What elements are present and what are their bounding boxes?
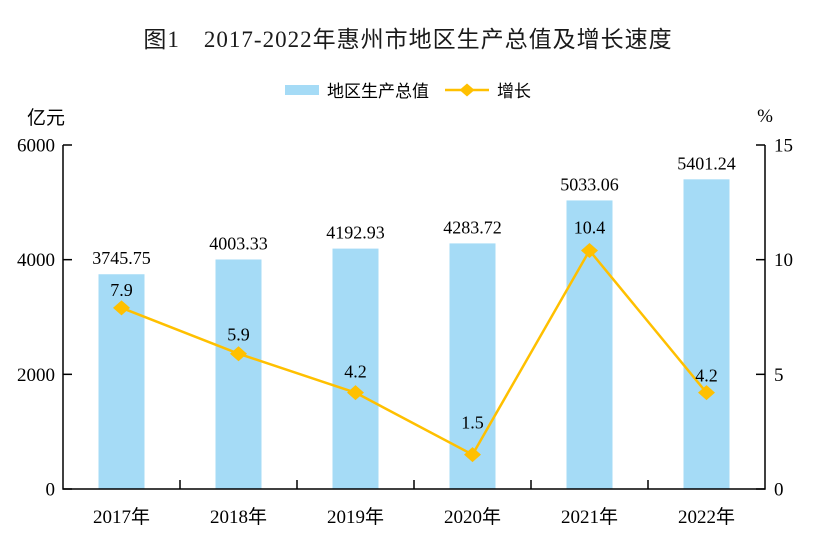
legend-line-sample-icon	[445, 83, 489, 96]
x-axis-category-label: 2021年	[561, 506, 618, 528]
gdp-bar-value-label: 5033.06	[560, 174, 619, 194]
right-axis-tick-label: 0	[774, 479, 784, 500]
gdp-bar-value-label: 4283.72	[443, 217, 502, 237]
right-axis-tick-label: 10	[774, 250, 793, 271]
x-axis-category-label: 2019年	[327, 506, 384, 528]
gdp-bar-value-label: 4003.33	[209, 233, 268, 253]
growth-value-label: 5.9	[227, 325, 250, 345]
x-axis-category-label: 2022年	[678, 506, 735, 528]
gdp-bar	[215, 259, 262, 489]
right-axis-unit-label: %	[757, 106, 773, 127]
gdp-bar	[683, 179, 730, 489]
gdp-bar-value-label: 3745.75	[92, 248, 151, 268]
growth-marker-diamond	[464, 447, 481, 463]
growth-value-label: 10.4	[574, 217, 606, 237]
legend-line-label: 增长	[497, 82, 531, 101]
growth-marker-diamond	[347, 385, 364, 401]
growth-marker-diamond	[230, 346, 247, 362]
left-axis-tick-label: 4000	[17, 250, 55, 271]
legend-bar-swatch	[285, 84, 319, 95]
growth-value-label: 7.9	[110, 280, 133, 300]
gdp-bar-value-label: 5401.24	[677, 153, 736, 173]
left-axis-unit-label: 亿元	[27, 108, 66, 129]
chart-title: 图1 2017-2022年惠州市地区生产总值及增长速度	[143, 27, 673, 52]
x-axis-category-label: 2020年	[444, 506, 501, 528]
growth-value-label: 1.5	[461, 413, 484, 433]
x-axis-category-label: 2017年	[93, 506, 150, 528]
growth-marker-diamond	[113, 300, 130, 316]
left-axis-tick-label: 6000	[17, 135, 55, 156]
chart-legend: 地区生产总值 增长	[0, 77, 816, 102]
legend-bar-label: 地区生产总值	[327, 82, 429, 101]
growth-value-label: 4.2	[695, 366, 718, 386]
right-axis-tick-label: 15	[774, 135, 793, 156]
growth-value-label: 4.2	[344, 362, 367, 382]
right-axis-tick-label: 5	[774, 365, 784, 386]
growth-line	[121, 248, 708, 457]
gdp-bar-value-label: 4192.93	[326, 223, 385, 243]
x-axis-category-label: 2018年	[210, 506, 267, 528]
left-axis-tick-label: 2000	[17, 365, 55, 386]
axis-frame	[62, 145, 766, 490]
growth-marker-diamond	[581, 242, 598, 258]
gdp-bar	[332, 248, 379, 489]
left-axis-tick-label: 0	[46, 479, 56, 500]
growth-marker-diamond	[698, 385, 715, 401]
